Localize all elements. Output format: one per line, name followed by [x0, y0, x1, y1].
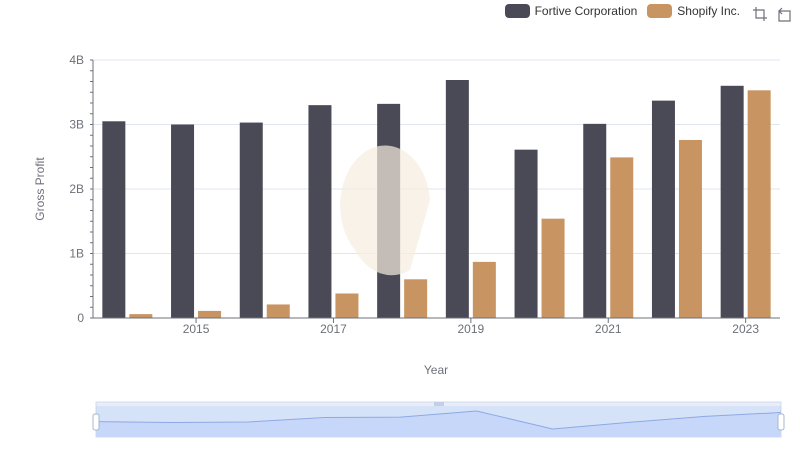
x-tick-label: 2017 — [320, 322, 347, 336]
bar-fortive-2015 — [171, 124, 195, 318]
legend-swatch-fortive — [504, 4, 530, 18]
legend-label-fortive: Fortive Corporation — [534, 4, 638, 18]
x-axis: 2015 2017 2019 2021 2023 — [93, 317, 780, 336]
zoom-handle-right[interactable] — [777, 413, 785, 431]
x-tick-label: 2015 — [183, 322, 210, 336]
bar-fortive-2023 — [720, 85, 744, 318]
bar-fortive-2014 — [102, 121, 126, 319]
legend-item-fortive[interactable]: Fortive Corporation — [504, 4, 638, 18]
zoom-grip — [434, 402, 444, 406]
grid-lines — [93, 59, 780, 319]
bar-shopify-2015 — [198, 310, 222, 318]
y-tick-label: 3B — [69, 118, 84, 132]
zoom-line — [95, 410, 782, 430]
x-tick-label: 2023 — [732, 322, 759, 336]
y-tick-label: 2B — [69, 182, 84, 196]
legend-swatch-shopify — [647, 4, 673, 18]
data-zoom-slider — [92, 401, 785, 438]
zoom-area — [96, 411, 781, 437]
zoom-icon[interactable] — [752, 6, 768, 22]
bar-fortive-2022 — [651, 100, 675, 318]
y-tick-label: 4B — [69, 53, 84, 67]
watermark-logo — [340, 145, 430, 276]
bar-shopify-2017 — [335, 293, 359, 318]
bar-shopify-2019 — [472, 261, 496, 318]
bar-shopify-2021 — [610, 157, 634, 318]
x-tick-label: 2021 — [595, 322, 622, 336]
bar-shopify-2023 — [747, 90, 771, 318]
y-axis: 0 1B 2B 3B 4B — [69, 53, 94, 325]
legend-label-shopify: Shopify Inc. — [677, 4, 740, 18]
zoom-selection — [96, 406, 781, 437]
x-axis-label: Year — [424, 363, 448, 377]
zoom-handle-left[interactable] — [92, 413, 100, 431]
bar-shopify-2018 — [404, 279, 428, 318]
bar-fortive-2017 — [308, 105, 332, 319]
restore-icon[interactable] — [776, 6, 792, 22]
bar-series — [102, 79, 771, 319]
bar-fortive-2019 — [445, 79, 469, 319]
bar-shopify-2020 — [541, 218, 565, 318]
y-axis-label: Gross Profit — [33, 157, 47, 221]
bar-fortive-2016 — [239, 122, 263, 318]
y-tick-label: 1B — [69, 247, 84, 261]
toolbox — [752, 6, 792, 22]
bar-shopify-2016 — [266, 304, 290, 318]
legend-item-shopify[interactable]: Shopify Inc. — [647, 4, 740, 18]
bar-shopify-2014 — [129, 314, 153, 318]
chart-legend: Fortive Corporation Shopify Inc. — [504, 4, 740, 18]
x-tick-label: 2019 — [457, 322, 484, 336]
bar-shopify-2022 — [678, 139, 702, 318]
y-tick-label: 0 — [77, 311, 84, 325]
bar-fortive-2021 — [583, 123, 607, 318]
bar-fortive-2020 — [514, 149, 538, 318]
